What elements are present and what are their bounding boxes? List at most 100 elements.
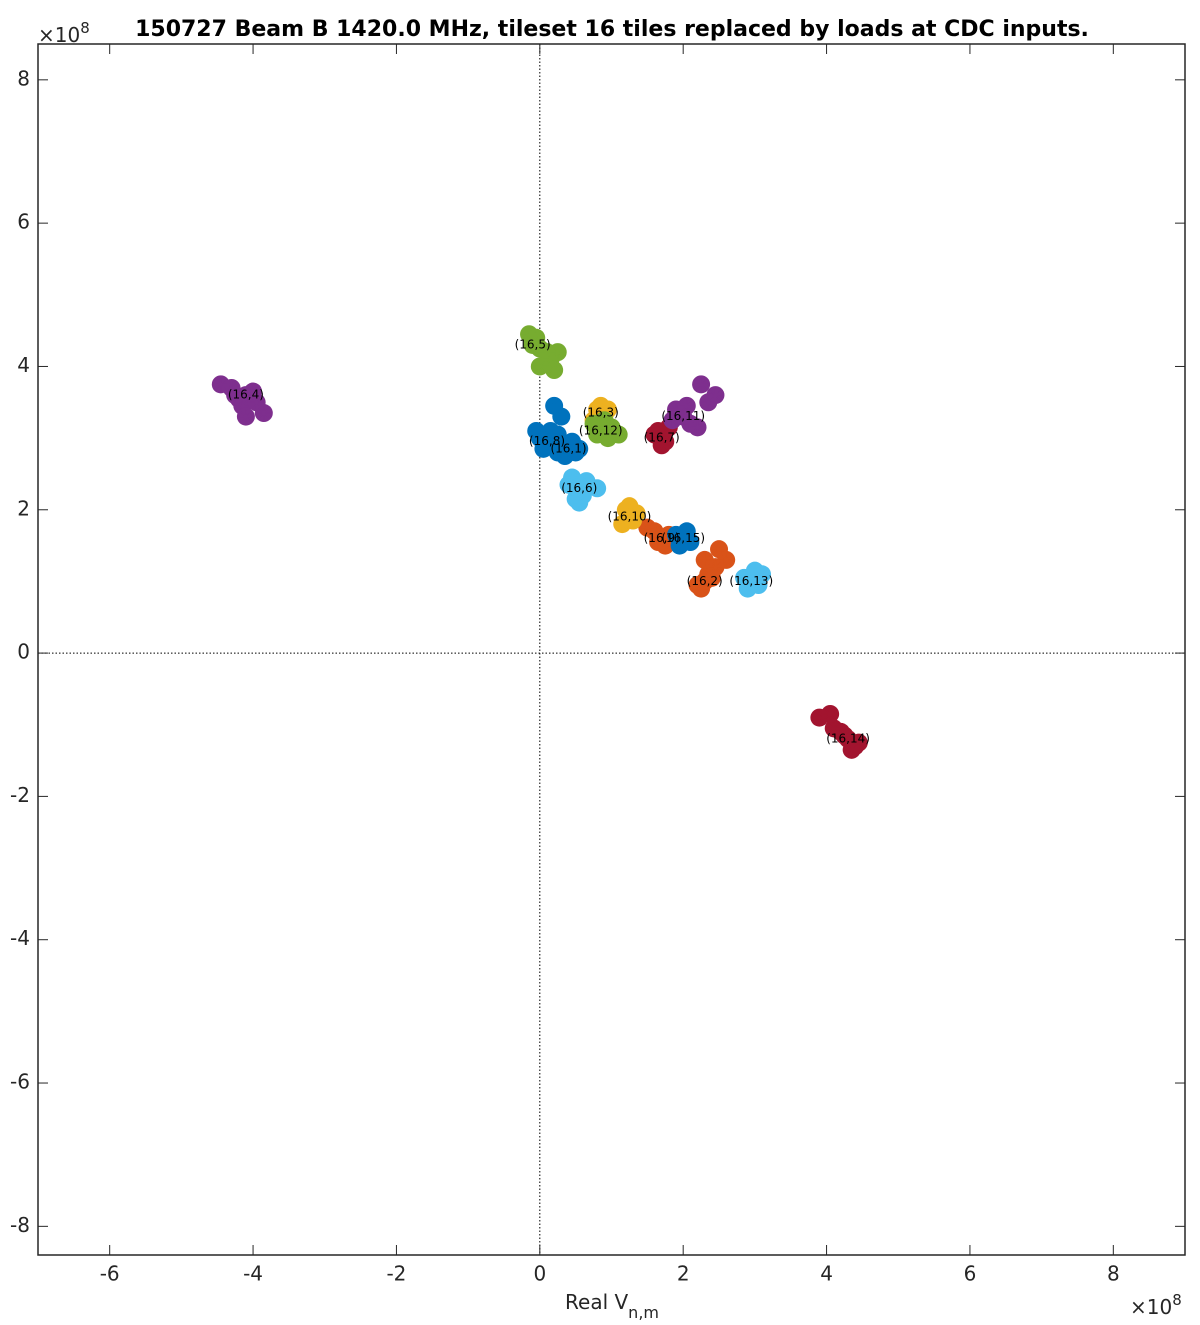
data-point bbox=[708, 388, 723, 403]
cluster-label: (16,12) bbox=[579, 423, 623, 437]
data-point bbox=[550, 427, 565, 442]
data-point bbox=[747, 563, 762, 578]
data-point bbox=[213, 377, 228, 392]
y-tick-label: 6 bbox=[17, 210, 30, 234]
data-point bbox=[719, 552, 734, 567]
y-tick-label: -4 bbox=[10, 926, 30, 950]
data-point bbox=[525, 334, 540, 349]
data-point bbox=[235, 398, 250, 413]
data-point bbox=[665, 413, 680, 428]
data-point bbox=[550, 345, 565, 360]
x-tick-label: 2 bbox=[677, 1262, 690, 1286]
cluster-label: (16,11) bbox=[661, 409, 705, 423]
data-point bbox=[547, 363, 562, 378]
data-point bbox=[593, 398, 608, 413]
data-point bbox=[615, 517, 630, 532]
data-point bbox=[823, 706, 838, 721]
data-point bbox=[626, 513, 641, 528]
y-tick-label: 2 bbox=[17, 496, 30, 520]
data-point bbox=[228, 388, 243, 403]
y-multiplier-exponent: 8 bbox=[80, 19, 90, 37]
data-point bbox=[590, 427, 605, 442]
data-point bbox=[672, 538, 687, 553]
data-point bbox=[851, 735, 866, 750]
x-label-subscript: n,m bbox=[628, 1303, 659, 1322]
x-multiplier-base: ×10 bbox=[1130, 1295, 1172, 1319]
y-tick-label: 8 bbox=[17, 66, 30, 90]
data-point bbox=[572, 441, 587, 456]
x-multiplier: ×108 bbox=[1130, 1291, 1182, 1319]
cluster-label: (16,9) bbox=[644, 531, 680, 545]
data-point bbox=[844, 742, 859, 757]
data-point bbox=[837, 728, 852, 743]
data-point bbox=[708, 560, 723, 575]
cluster-label: (16,5) bbox=[515, 337, 551, 351]
data-point bbox=[654, 438, 669, 453]
cluster-label: (16,3) bbox=[583, 406, 619, 420]
x-tick-label: -2 bbox=[386, 1262, 406, 1286]
data-point bbox=[590, 481, 605, 496]
data-point bbox=[737, 570, 752, 585]
data-point bbox=[676, 409, 691, 424]
data-point bbox=[701, 395, 716, 410]
cluster-label: (16,4) bbox=[228, 388, 264, 402]
x-tick-label: 4 bbox=[820, 1262, 833, 1286]
data-point bbox=[600, 431, 615, 446]
data-point bbox=[249, 395, 264, 410]
data-point bbox=[565, 434, 580, 449]
chart-title: 150727 Beam B 1420.0 MHz, tileset 16 til… bbox=[135, 17, 1089, 42]
data-point bbox=[529, 423, 544, 438]
data-point bbox=[694, 581, 709, 596]
data-point bbox=[669, 402, 684, 417]
data-point bbox=[256, 406, 271, 421]
data-point bbox=[647, 427, 662, 442]
data-point bbox=[565, 470, 580, 485]
x-axis-label: Real Vn,m bbox=[565, 1290, 659, 1322]
x-tick-label: 6 bbox=[964, 1262, 977, 1286]
x-tick-label: -4 bbox=[243, 1262, 263, 1286]
y-tick-label: 4 bbox=[17, 353, 30, 377]
cluster-label: (16,2) bbox=[687, 574, 723, 588]
data-point bbox=[611, 427, 626, 442]
axes-box bbox=[37, 43, 1186, 1256]
x-multiplier-exponent: 8 bbox=[1172, 1291, 1182, 1309]
y-tick-label: -8 bbox=[10, 1213, 30, 1237]
data-point bbox=[812, 710, 827, 725]
data-point bbox=[543, 352, 558, 367]
data-point bbox=[697, 552, 712, 567]
y-multiplier-base: ×10 bbox=[38, 23, 80, 47]
cluster-label: (16,10) bbox=[608, 509, 652, 523]
x-label-text: Real V bbox=[565, 1290, 628, 1314]
y-tick-label: -6 bbox=[10, 1070, 30, 1094]
data-point bbox=[238, 409, 253, 424]
data-point bbox=[694, 377, 709, 392]
data-point bbox=[604, 420, 619, 435]
data-point bbox=[669, 527, 684, 542]
data-point bbox=[690, 420, 705, 435]
data-point bbox=[751, 578, 766, 593]
x-tick-label: 0 bbox=[533, 1262, 546, 1286]
data-point bbox=[679, 524, 694, 539]
cluster-label: (16,1) bbox=[550, 441, 586, 455]
data-point bbox=[651, 535, 666, 550]
y-tick-label: -2 bbox=[10, 783, 30, 807]
cluster-label: (16,14) bbox=[826, 732, 870, 746]
data-point bbox=[547, 438, 562, 453]
x-tick-label: 8 bbox=[1107, 1262, 1120, 1286]
data-point bbox=[701, 567, 716, 582]
data-point bbox=[536, 441, 551, 456]
data-point bbox=[826, 721, 841, 736]
data-point bbox=[622, 499, 637, 514]
cluster-label: (16,8) bbox=[529, 434, 565, 448]
x-tick-label: -6 bbox=[100, 1262, 120, 1286]
data-point bbox=[683, 535, 698, 550]
data-point bbox=[679, 398, 694, 413]
cluster-label: (16,13) bbox=[729, 574, 773, 588]
data-point bbox=[246, 384, 261, 399]
data-point bbox=[547, 398, 562, 413]
data-point bbox=[554, 409, 569, 424]
cluster-label: (16,6) bbox=[561, 481, 597, 495]
cluster-label: (16,7) bbox=[644, 431, 680, 445]
data-point bbox=[532, 359, 547, 374]
